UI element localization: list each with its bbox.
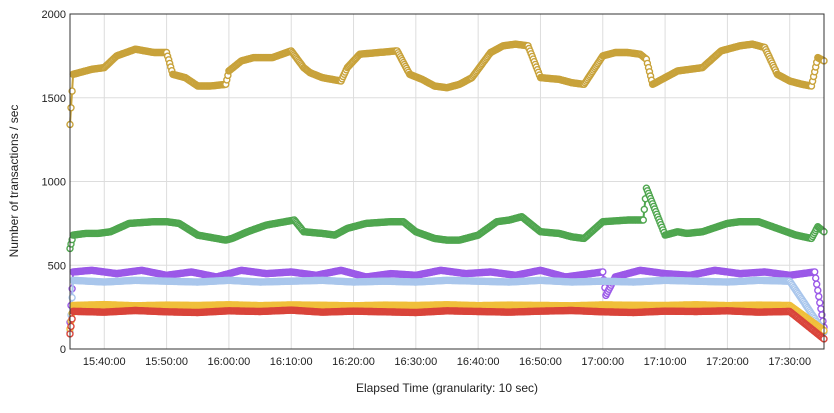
- y-tick-label: 500: [48, 260, 66, 272]
- x-tick-label: 16:30:00: [394, 356, 437, 368]
- data-point: [639, 216, 647, 224]
- data-point: [599, 268, 607, 276]
- series-0: [66, 40, 828, 129]
- x-tick-label: 16:00:00: [207, 356, 250, 368]
- x-tick-label: 17:00:00: [581, 356, 624, 368]
- x-tick-label: 17:20:00: [706, 356, 749, 368]
- series-1: [66, 184, 828, 253]
- x-tick-label: 17:10:00: [644, 356, 687, 368]
- data-point: [813, 280, 821, 288]
- x-tick-label: 15:50:00: [145, 356, 188, 368]
- x-tick-label: 16:20:00: [332, 356, 375, 368]
- x-axis-title: Elapsed Time (granularity: 10 sec): [356, 381, 538, 395]
- data-point: [67, 322, 75, 331]
- series-layer: [66, 40, 828, 343]
- y-tick-label: 2000: [42, 9, 66, 21]
- data-point: [640, 205, 648, 214]
- y-axis-title: Number of transactions / sec: [7, 105, 21, 258]
- data-point: [811, 268, 819, 276]
- x-tick-label: 17:30:00: [768, 356, 811, 368]
- data-point: [814, 286, 822, 295]
- data-point: [815, 292, 823, 301]
- x-tick-label: 15:40:00: [83, 356, 126, 368]
- x-tick-labels: 15:40:00 15:50:00 16:00:00 16:10:00 16:20:00…: [83, 356, 811, 368]
- data-point: [67, 104, 75, 112]
- x-tick-label: 16:40:00: [457, 356, 500, 368]
- y-tick-labels: 0 500 1000 1500 2000: [42, 9, 66, 356]
- x-tick-label: 16:10:00: [270, 356, 313, 368]
- y-tick-label: 1000: [42, 177, 66, 189]
- y-tick-label: 1500: [42, 93, 66, 105]
- data-point: [816, 299, 824, 307]
- x-tick-label: 16:50:00: [519, 356, 562, 368]
- y-tick-label: 0: [60, 344, 66, 356]
- data-point: [817, 305, 825, 313]
- series-4: [66, 300, 828, 335]
- series-5: [66, 306, 828, 343]
- data-point: [68, 87, 76, 95]
- data-point: [812, 274, 820, 282]
